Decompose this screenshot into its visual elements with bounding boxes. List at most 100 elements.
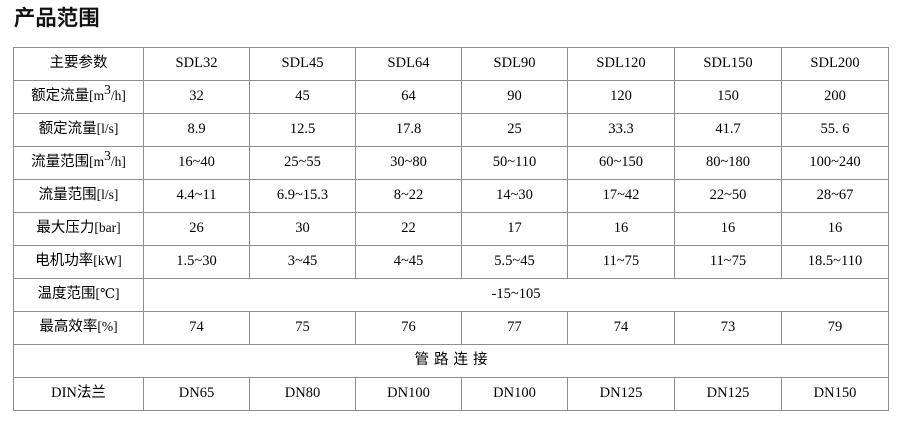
data-cell: DN150 <box>781 377 889 411</box>
data-cell: 73 <box>674 311 782 345</box>
table-row: 额定流量[l/s] 8.9 12.5 17.8 25 33.3 41.7 55.… <box>13 113 889 147</box>
data-cell: 120 <box>567 80 675 114</box>
table-row-efficiency: 最高效率[%] 74 75 76 77 74 73 79 <box>13 311 889 345</box>
data-cell: 18.5~110 <box>781 245 889 279</box>
row-label-unit-post: /h] <box>110 154 126 170</box>
header-cell-model: SDL64 <box>355 47 462 81</box>
data-cell: 200 <box>781 80 889 114</box>
row-label-cn: 额定流量 <box>31 88 90 105</box>
data-cell: 6.9~15.3 <box>249 179 356 213</box>
data-cell: 16 <box>781 212 889 246</box>
specification-table: 主要参数 SDL32 SDL45 SDL64 SDL90 SDL120 SDL1… <box>13 47 889 411</box>
data-cell: 80~180 <box>674 146 782 180</box>
page-title: 产品范围 <box>14 7 100 30</box>
row-label-cn: 额定流量 <box>38 121 97 138</box>
header-cell-param: 主要参数 <box>13 47 144 81</box>
data-cell: 11~75 <box>674 245 782 279</box>
row-label-cn: 最大压力 <box>36 220 95 237</box>
row-label-unit-pre: [℃] <box>95 286 120 302</box>
data-cell: 16~40 <box>143 146 250 180</box>
data-cell: 32 <box>143 80 250 114</box>
row-label: 电机功率[kW] <box>13 245 144 279</box>
row-label-unit-sup: 3 <box>104 82 111 98</box>
data-cell: 17.8 <box>355 113 462 147</box>
data-cell: DN100 <box>355 377 462 411</box>
data-cell: 22~50 <box>674 179 782 213</box>
data-cell: 60~150 <box>567 146 675 180</box>
data-cell: 1.5~30 <box>143 245 250 279</box>
table-row-din: DIN法兰 DN65 DN80 DN100 DN100 DN125 DN125 … <box>13 377 889 411</box>
header-cell-model: SDL45 <box>249 47 356 81</box>
row-label-efficiency: 最高效率[%] <box>13 311 144 345</box>
data-cell: DN100 <box>461 377 568 411</box>
data-cell: 11~75 <box>567 245 675 279</box>
din-label-en: DIN <box>51 385 77 402</box>
header-cell-model: SDL120 <box>567 47 675 81</box>
data-cell: DN65 <box>143 377 250 411</box>
row-label-cn: 电机功率 <box>35 253 94 270</box>
data-cell: 33.3 <box>567 113 675 147</box>
data-cell: 3~45 <box>249 245 356 279</box>
data-cell: 17 <box>461 212 568 246</box>
data-cell: 22 <box>355 212 462 246</box>
data-cell: 45 <box>249 80 356 114</box>
data-cell: DN125 <box>674 377 782 411</box>
row-label: 额定流量[l/s] <box>13 113 144 147</box>
row-label-unit-pre: [l/s] <box>96 187 119 203</box>
table-row: 流量范围[l/s] 4.4~11 6.9~15.3 8~22 14~30 17~… <box>13 179 889 213</box>
data-cell: 5.5~45 <box>461 245 568 279</box>
data-cell: 55. 6 <box>781 113 889 147</box>
row-label-cn: 温度范围 <box>37 286 96 303</box>
row-label-unit-pre: [bar] <box>94 220 121 236</box>
data-cell: 90 <box>461 80 568 114</box>
row-label-cn: 最高效率 <box>39 319 98 336</box>
data-cell: 100~240 <box>781 146 889 180</box>
data-cell: 16 <box>567 212 675 246</box>
data-cell: 25 <box>461 113 568 147</box>
data-cell: 28~67 <box>781 179 889 213</box>
data-cell: 16 <box>674 212 782 246</box>
data-cell: 79 <box>781 311 889 345</box>
row-label: 流量范围[l/s] <box>13 179 144 213</box>
temperature-value-cell: -15~105 <box>143 278 889 312</box>
table-row: 流量范围[m3/h] 16~40 25~55 30~80 50~110 60~1… <box>13 146 889 180</box>
data-cell: 8.9 <box>143 113 250 147</box>
data-cell: DN80 <box>249 377 356 411</box>
row-label-unit-post: /h] <box>110 88 126 104</box>
data-cell: 75 <box>249 311 356 345</box>
data-cell: 50~110 <box>461 146 568 180</box>
table-row-section: 管路连接 <box>13 344 889 378</box>
data-cell: 12.5 <box>249 113 356 147</box>
data-cell: 14~30 <box>461 179 568 213</box>
data-cell: 77 <box>461 311 568 345</box>
row-label-unit-pre: [kW] <box>93 253 122 269</box>
data-cell: 8~22 <box>355 179 462 213</box>
header-cell-model: SDL32 <box>143 47 250 81</box>
row-label-unit-pre: [%] <box>97 319 118 335</box>
row-label-unit-pre: [m <box>89 88 105 104</box>
data-cell: 64 <box>355 80 462 114</box>
data-cell: 74 <box>567 311 675 345</box>
row-label: 最大压力[bar] <box>13 212 144 246</box>
data-cell: 4~45 <box>355 245 462 279</box>
row-label-unit-pre: [m <box>89 154 105 170</box>
header-cell-model: SDL200 <box>781 47 889 81</box>
spec-table-body: 主要参数 SDL32 SDL45 SDL64 SDL90 SDL120 SDL1… <box>13 47 889 411</box>
header-param-label: 主要参数 <box>49 55 108 72</box>
row-label-cn: 流量范围 <box>31 154 90 171</box>
row-label-unit-pre: [l/s] <box>96 121 119 137</box>
header-cell-model: SDL90 <box>461 47 568 81</box>
row-label: 额定流量[m3/h] <box>13 80 144 114</box>
row-label-temperature: 温度范围[℃] <box>13 278 144 312</box>
data-cell: 4.4~11 <box>143 179 250 213</box>
data-cell: 76 <box>355 311 462 345</box>
data-cell: 30 <box>249 212 356 246</box>
table-row: 电机功率[kW] 1.5~30 3~45 4~45 5.5~45 11~75 1… <box>13 245 889 279</box>
row-label: 流量范围[m3/h] <box>13 146 144 180</box>
data-cell: 74 <box>143 311 250 345</box>
row-label-din-flange: DIN法兰 <box>13 377 144 411</box>
table-row-temperature: 温度范围[℃] -15~105 <box>13 278 889 312</box>
din-label-cn: 法兰 <box>76 385 106 402</box>
header-cell-model: SDL150 <box>674 47 782 81</box>
